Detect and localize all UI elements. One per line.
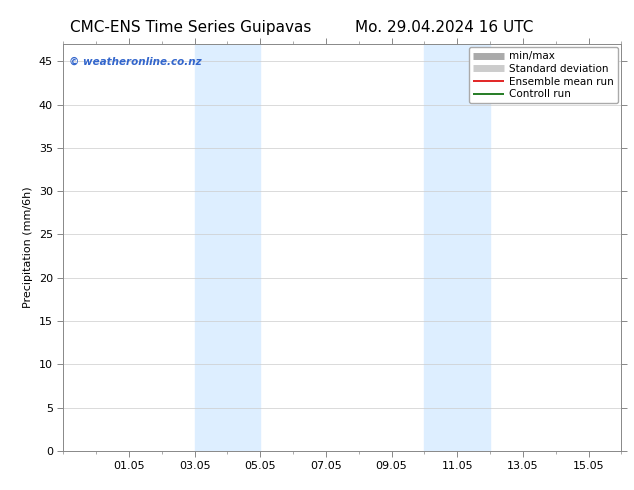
Legend: min/max, Standard deviation, Ensemble mean run, Controll run: min/max, Standard deviation, Ensemble me… [469, 47, 618, 103]
Bar [228, 44, 261, 451]
Bar [195, 44, 228, 451]
Text: Mo. 29.04.2024 16 UTC: Mo. 29.04.2024 16 UTC [354, 20, 533, 35]
Bar [457, 44, 490, 451]
Text: CMC-ENS Time Series Guipavas: CMC-ENS Time Series Guipavas [70, 20, 311, 35]
Y-axis label: Precipitation (mm/6h): Precipitation (mm/6h) [23, 187, 34, 308]
Bar [424, 44, 457, 451]
Text: © weatheronline.co.nz: © weatheronline.co.nz [69, 56, 202, 66]
